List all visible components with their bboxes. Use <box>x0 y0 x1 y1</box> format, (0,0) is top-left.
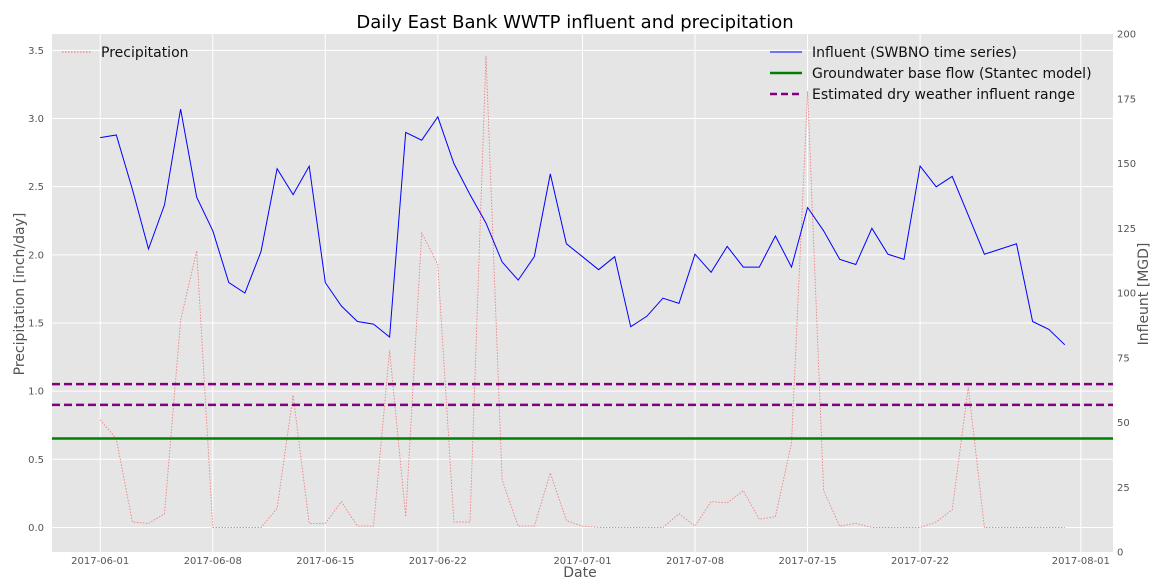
legend-label-dry-weather: Estimated dry weather influent range <box>812 87 1075 103</box>
legend-label-groundwater: Groundwater base flow (Stantec model) <box>812 66 1092 82</box>
grid <box>52 34 1113 552</box>
x-axis-label: Date <box>563 565 596 580</box>
y-tick-label-left: 1.0 <box>28 387 44 398</box>
x-tick-label: 2017-07-01 <box>553 556 611 567</box>
y-tick-label-left: 2.5 <box>28 182 44 193</box>
x-tick-label: 2017-06-22 <box>409 556 467 567</box>
y-tick-label-left: 0.0 <box>28 523 44 534</box>
y-tick-label-right: 0 <box>1117 548 1123 559</box>
y-tick-label-right: 200 <box>1117 30 1136 41</box>
y-axis-label-left: Precipitation [inch/day] <box>12 213 28 376</box>
x-tick-label: 2017-06-01 <box>71 556 129 567</box>
x-tick-label: 2017-07-15 <box>778 556 836 567</box>
y-tick-label-right: 50 <box>1117 418 1130 429</box>
x-tick-label: 2017-08-01 <box>1052 556 1110 567</box>
y-tick-label-left: 2.0 <box>28 250 44 261</box>
x-tick-label: 2017-07-08 <box>666 556 724 567</box>
x-tick-label: 2017-07-22 <box>891 556 949 567</box>
chart-title: Daily East Bank WWTP influent and precip… <box>356 12 793 33</box>
legend-influent: Influent (SWBNO time series) Groundwater… <box>770 45 1092 103</box>
precipitation-series-line <box>99 55 1065 528</box>
y-tick-label-right: 150 <box>1117 159 1136 170</box>
x-tick-label: 2017-06-08 <box>184 556 242 567</box>
y-tick-label-right: 25 <box>1117 483 1130 494</box>
axis-ticks: 2017-06-01 2017-06-08 2017-06-15 2017-06-22… <box>28 30 1136 568</box>
y-tick-label-right: 125 <box>1117 224 1136 235</box>
y-tick-label-left: 3.0 <box>28 114 44 125</box>
y-axis-label-right: Infleunt [MGD] <box>1136 243 1151 346</box>
series-lines <box>52 55 1113 528</box>
y-tick-label-right: 100 <box>1117 289 1136 300</box>
y-tick-label-right: 75 <box>1117 353 1130 364</box>
legend-label-influent: Influent (SWBNO time series) <box>812 45 1017 61</box>
legend-precipitation: Precipitation <box>62 45 189 61</box>
x-tick-label: 2017-06-15 <box>296 556 354 567</box>
y-tick-label-right: 175 <box>1117 94 1136 105</box>
legend-label-precipitation: Precipitation <box>101 45 189 61</box>
influent-series-line <box>100 109 1066 346</box>
y-tick-label-left: 0.5 <box>28 455 44 466</box>
y-tick-label-left: 1.5 <box>28 318 44 329</box>
y-tick-label-left: 3.5 <box>28 46 44 57</box>
